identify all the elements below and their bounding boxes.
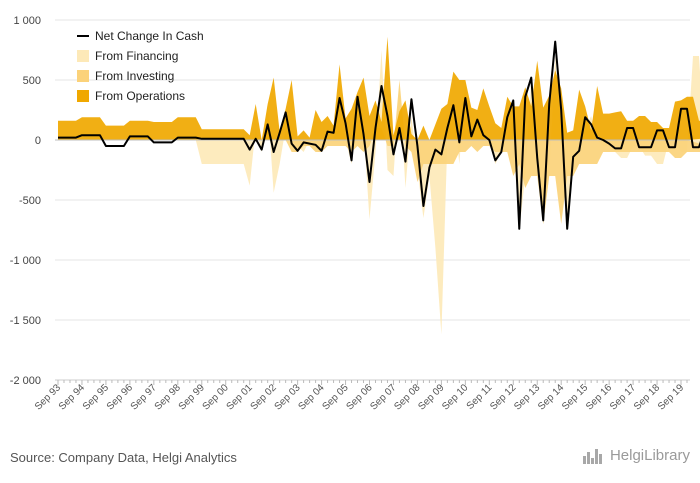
- y-tick-label: 500: [23, 75, 41, 87]
- cash-flow-chart: 1 000 500 0 -500 -1 000 -1 500 -2 000 Sep 93Se…: [10, 15, 700, 413]
- legend-swatch-from-investing: [77, 70, 89, 82]
- source-text: Source: Company Data, Helgi Analytics: [10, 450, 237, 465]
- legend-swatch-from-financing: [77, 50, 89, 62]
- y-tick-label: -1 500: [10, 315, 41, 327]
- legend-label-from-investing: From Investing: [95, 69, 174, 83]
- x-tick-label: Sep 10: [440, 382, 470, 412]
- brand-name: HelgiLibrary: [609, 447, 690, 464]
- y-tick-label: 0: [35, 135, 41, 147]
- y-tick-label: -2 000: [10, 375, 41, 387]
- legend-label-net-change-in-cash: Net Change In Cash: [95, 29, 204, 43]
- legend-label-from-operations: From Operations: [95, 89, 185, 103]
- x-tick-label: Sep 19: [656, 382, 686, 412]
- bar-chart-icon: [582, 448, 602, 464]
- line-net-change-in-cash: [58, 40, 700, 230]
- y-tick-label: 1 000: [13, 15, 41, 27]
- legend-label-from-financing: From Financing: [95, 49, 178, 63]
- y-axis: 1 000 500 0 -500 -1 000 -1 500 -2 000: [10, 15, 41, 387]
- chart-lines: [58, 40, 700, 230]
- y-tick-label: -500: [19, 195, 41, 207]
- chart-legend: Net Change In Cash From Financing From Inv…: [77, 29, 204, 103]
- chart-footer: Source: Company Data, Helgi Analytics He…: [0, 442, 700, 483]
- legend-swatch-from-operations: [77, 90, 89, 102]
- helgilibrary-logo[interactable]: HelgiLibrary: [582, 447, 690, 464]
- y-tick-label: -1 000: [10, 255, 41, 267]
- area-from-operations: [57, 36, 700, 140]
